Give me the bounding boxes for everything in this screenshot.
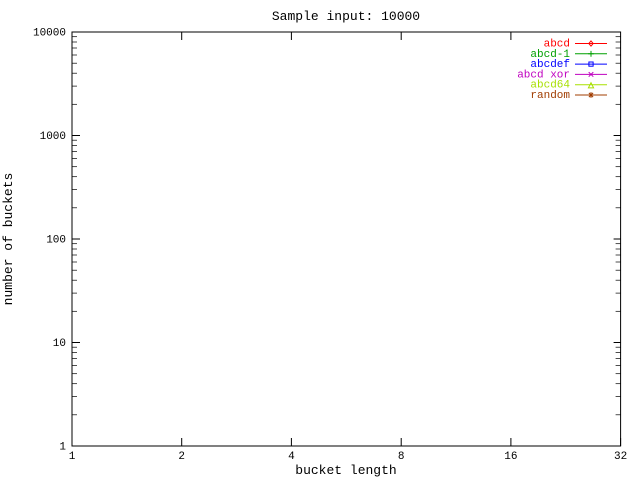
svg-text:10000: 10000 — [33, 28, 66, 40]
svg-text:random: random — [530, 90, 570, 102]
svg-text:number of buckets: number of buckets — [1, 173, 16, 306]
svg-text:16: 16 — [504, 451, 517, 463]
svg-text:bucket length: bucket length — [295, 463, 396, 478]
svg-text:Sample input: 10000: Sample input: 10000 — [272, 9, 420, 24]
svg-text:1: 1 — [69, 451, 76, 463]
svg-text:8: 8 — [398, 451, 405, 463]
svg-text:10: 10 — [53, 338, 66, 350]
svg-text:1: 1 — [59, 442, 66, 454]
svg-text:2: 2 — [178, 451, 185, 463]
svg-text:100: 100 — [46, 235, 66, 247]
svg-text:1000: 1000 — [40, 131, 66, 143]
svg-text:4: 4 — [288, 451, 295, 463]
svg-text:32: 32 — [614, 451, 627, 463]
